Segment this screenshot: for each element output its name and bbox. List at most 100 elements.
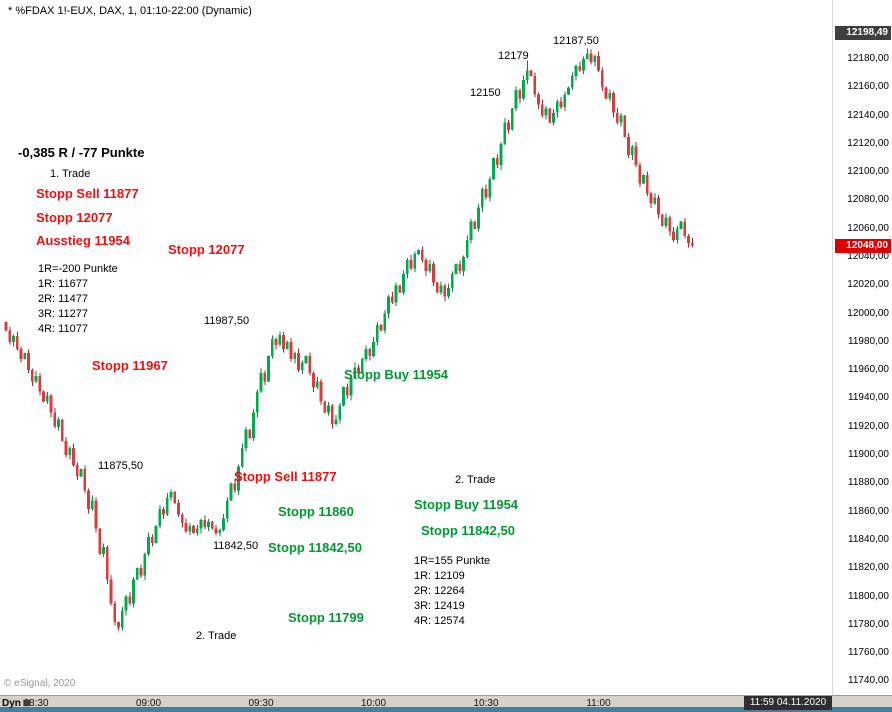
candle-body: [42, 391, 45, 402]
current-price-marker: 12048,00: [835, 238, 891, 253]
candle-body: [162, 508, 165, 515]
chart-annotation[interactable]: Stopp 11842,50: [421, 523, 515, 538]
candle-body: [353, 367, 357, 378]
dynamic-mode-label: Dyn: [2, 697, 21, 709]
dynamic-mode-button[interactable]: Dyn ▦: [2, 697, 30, 709]
candle-body: [285, 341, 289, 349]
candle-body: [102, 547, 105, 555]
candle-body: [8, 330, 12, 342]
chart-annotation[interactable]: 1. Trade: [50, 168, 91, 180]
candle-body: [233, 483, 237, 491]
candle-body: [518, 90, 522, 99]
chart-annotation[interactable]: 12187,50: [553, 35, 599, 47]
candle-body: [529, 70, 533, 76]
candle-body: [660, 214, 664, 226]
candle-body: [615, 112, 619, 123]
candle-body: [432, 264, 435, 283]
candle-body: [23, 353, 27, 359]
candle-body: [582, 59, 585, 71]
chart-annotation[interactable]: Ausstieg 11954: [36, 233, 130, 248]
candle-body: [495, 158, 499, 166]
candle-body: [484, 189, 488, 198]
chart-annotation[interactable]: 11875,50: [98, 460, 144, 472]
candle-body: [274, 339, 278, 345]
chart-annotation[interactable]: 1R=-200 Punkte: [38, 263, 118, 275]
candle-body: [214, 528, 218, 533]
candle-body: [679, 221, 683, 229]
price-axis-label: 11820,00: [848, 562, 889, 574]
chart-annotation[interactable]: 4R: 12574: [414, 615, 465, 627]
chart-annotation[interactable]: 2R: 11477: [38, 293, 88, 305]
candle-body: [597, 56, 600, 71]
candle-body: [53, 412, 57, 427]
candle-body: [105, 547, 109, 580]
candle-body: [612, 92, 615, 113]
chart-annotation[interactable]: Stopp 12077: [36, 210, 113, 225]
chart-annotation[interactable]: -0,385 R / -77 Punkte: [18, 145, 145, 160]
candle-body: [664, 217, 668, 226]
candle-body: [192, 525, 195, 533]
candle-body: [300, 363, 304, 371]
candle-body: [15, 336, 19, 349]
chart-annotation[interactable]: Stopp 11799: [288, 610, 364, 625]
annotation-layer: -0,385 R / -77 Punkte 1. Trade Stopp Sell …: [18, 35, 599, 642]
chart-annotation[interactable]: Stopp 11967: [92, 358, 168, 373]
candle-body: [308, 356, 312, 373]
chart-annotation[interactable]: Stopp 11842,50: [268, 540, 362, 555]
chart-annotation[interactable]: 1R: 11677: [38, 278, 88, 290]
price-axis-label: 11920,00: [848, 420, 889, 432]
candle-body: [83, 469, 87, 491]
price-axis-label: 12120,00: [847, 137, 889, 149]
candlestick-chart[interactable]: [0, 0, 832, 695]
price-axis-label: 11880,00: [848, 477, 889, 489]
chart-annotation[interactable]: 2. Trade: [196, 630, 237, 642]
chart-annotation[interactable]: Stopp 12077: [168, 242, 245, 257]
candle-body: [525, 70, 529, 81]
candle-body: [375, 324, 379, 342]
chart-annotation[interactable]: Stopp Buy 11954: [344, 367, 449, 382]
candle-body: [593, 56, 597, 62]
candle-body: [533, 76, 537, 95]
chart-annotation[interactable]: 12150: [470, 87, 501, 99]
chart-annotation[interactable]: 11842,50: [213, 540, 259, 552]
candle-body: [690, 242, 694, 246]
candle-body: [180, 514, 184, 523]
price-axis-label: 12000,00: [847, 307, 889, 319]
candle-body: [458, 264, 462, 272]
candle-body: [473, 221, 477, 229]
candle-body: [282, 334, 285, 349]
candle-body: [544, 108, 548, 116]
chart-annotation[interactable]: 3R: 11277: [38, 308, 88, 320]
chart-annotation[interactable]: 1R: 12109: [414, 570, 465, 582]
candle-body: [27, 353, 30, 371]
chart-annotation[interactable]: 2R: 12264: [414, 585, 465, 597]
candle-body: [124, 596, 128, 611]
candle-body: [683, 221, 687, 236]
candle-body: [687, 235, 690, 243]
candle-body: [49, 395, 53, 413]
chart-annotation[interactable]: 11987,50: [204, 315, 250, 327]
chart-annotation[interactable]: 3R: 12419: [414, 600, 465, 612]
candle-body: [237, 466, 240, 491]
candle-body: [158, 508, 162, 526]
price-axis[interactable]: 12180,00 12160,00 12140,00 12120,00 12100,00…: [832, 0, 892, 695]
candle-body: [574, 66, 578, 76]
candle-body: [510, 108, 514, 130]
candle-body: [210, 521, 214, 529]
chart-annotation[interactable]: 2. Trade: [455, 474, 496, 486]
chart-annotation[interactable]: Stopp Sell 11877: [36, 186, 139, 201]
chart-annotation[interactable]: Stopp 11860: [278, 504, 354, 519]
chart-annotation[interactable]: Stopp Sell 11877: [234, 469, 337, 484]
chart-annotation[interactable]: 4R: 11077: [38, 323, 88, 335]
time-axis-label: 09:30: [248, 698, 274, 709]
candle-body: [398, 285, 402, 293]
candle-body: [477, 207, 480, 229]
candle-body: [630, 146, 634, 156]
chart-annotation[interactable]: Stopp Buy 11954: [414, 497, 519, 512]
candle-body: [342, 387, 345, 406]
price-axis-label: 11940,00: [848, 392, 889, 404]
chart-annotation[interactable]: 1R=155 Punkte: [414, 555, 491, 567]
chart-canvas[interactable]: * %FDAX 1!-EUX, DAX, 1, 01:10-22:00 (Dyn…: [0, 0, 832, 695]
chart-annotation[interactable]: 12179: [498, 50, 529, 62]
candle-body: [225, 500, 229, 519]
